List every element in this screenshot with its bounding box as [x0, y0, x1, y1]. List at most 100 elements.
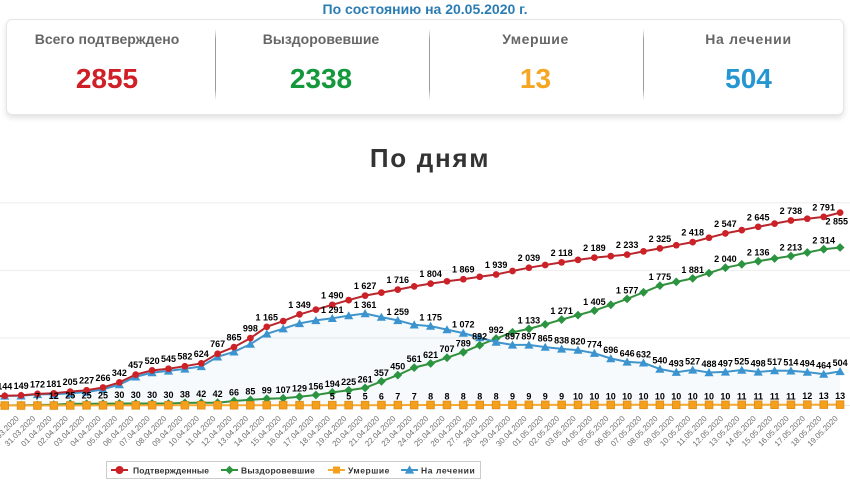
svg-text:1 490: 1 490	[321, 290, 344, 300]
svg-text:9: 9	[510, 391, 515, 401]
svg-text:2 547: 2 547	[714, 219, 737, 229]
svg-text:357: 357	[374, 368, 389, 378]
svg-text:11: 11	[737, 391, 747, 401]
svg-text:1 881: 1 881	[681, 265, 704, 275]
svg-text:1 271: 1 271	[550, 306, 573, 316]
svg-text:540: 540	[652, 356, 667, 366]
svg-text:767: 767	[210, 339, 225, 349]
svg-text:1 349: 1 349	[288, 300, 311, 310]
svg-text:1 072: 1 072	[452, 320, 475, 330]
svg-text:632: 632	[636, 349, 651, 359]
svg-text:838: 838	[554, 335, 569, 345]
svg-text:527: 527	[685, 356, 700, 366]
svg-text:992: 992	[489, 325, 504, 335]
svg-text:266: 266	[95, 373, 110, 383]
svg-text:42: 42	[213, 389, 223, 399]
svg-text:25: 25	[98, 390, 108, 400]
svg-text:30: 30	[147, 390, 157, 400]
svg-text:1 627: 1 627	[354, 281, 377, 291]
svg-text:42: 42	[196, 389, 206, 399]
svg-text:8: 8	[494, 392, 499, 402]
svg-text:707: 707	[439, 344, 454, 354]
svg-text:66: 66	[229, 388, 239, 398]
svg-text:227: 227	[79, 376, 94, 386]
svg-text:5: 5	[330, 392, 335, 402]
svg-text:7: 7	[35, 392, 40, 402]
svg-text:5: 5	[363, 392, 368, 402]
svg-text:2 418: 2 418	[681, 228, 704, 238]
svg-text:25: 25	[65, 390, 75, 400]
svg-text:149: 149	[14, 381, 29, 391]
svg-text:774: 774	[587, 340, 602, 350]
svg-text:2 040: 2 040	[714, 254, 737, 264]
svg-text:514: 514	[783, 357, 798, 367]
svg-text:107: 107	[276, 385, 291, 395]
svg-text:2 325: 2 325	[649, 234, 672, 244]
svg-text:892: 892	[472, 332, 487, 342]
svg-text:493: 493	[669, 359, 684, 369]
svg-text:520: 520	[145, 356, 160, 366]
svg-text:2 136: 2 136	[747, 248, 770, 258]
svg-text:494: 494	[800, 359, 815, 369]
svg-text:13: 13	[835, 391, 845, 401]
svg-text:10: 10	[655, 391, 665, 401]
svg-text:2 189: 2 189	[583, 243, 606, 253]
svg-text:1 291: 1 291	[321, 305, 344, 315]
svg-text:Умершие: Умершие	[348, 466, 390, 476]
svg-text:497: 497	[718, 358, 733, 368]
svg-text:2 645: 2 645	[747, 212, 770, 222]
svg-text:865: 865	[538, 334, 553, 344]
svg-text:1 165: 1 165	[256, 312, 279, 322]
svg-text:11: 11	[753, 391, 763, 401]
svg-text:1 405: 1 405	[583, 297, 606, 307]
svg-text:8: 8	[444, 392, 449, 402]
svg-text:10: 10	[704, 391, 714, 401]
svg-text:10: 10	[671, 391, 681, 401]
svg-text:1 716: 1 716	[387, 275, 410, 285]
svg-text:181: 181	[46, 379, 61, 389]
svg-text:5: 5	[346, 392, 351, 402]
svg-text:11: 11	[770, 391, 780, 401]
svg-text:85: 85	[245, 386, 255, 396]
svg-text:2 855: 2 855	[825, 217, 848, 227]
svg-text:2 791: 2 791	[812, 202, 835, 212]
svg-text:696: 696	[603, 345, 618, 355]
svg-text:205: 205	[63, 377, 78, 387]
svg-text:10: 10	[573, 391, 583, 401]
svg-text:194: 194	[325, 379, 340, 389]
svg-text:2 314: 2 314	[812, 236, 835, 246]
svg-text:1 175: 1 175	[419, 313, 442, 323]
svg-text:129: 129	[292, 383, 307, 393]
svg-text:2 039: 2 039	[518, 253, 541, 263]
svg-text:25: 25	[82, 390, 92, 400]
svg-text:38: 38	[180, 389, 190, 399]
svg-text:820: 820	[570, 337, 585, 347]
svg-text:12: 12	[802, 391, 812, 401]
svg-text:621: 621	[423, 350, 438, 360]
svg-text:30: 30	[131, 390, 141, 400]
svg-text:156: 156	[308, 382, 323, 392]
svg-text:1 577: 1 577	[616, 285, 639, 295]
svg-text:342: 342	[112, 368, 127, 378]
svg-text:7: 7	[412, 392, 417, 402]
svg-text:8: 8	[477, 392, 482, 402]
svg-text:10: 10	[622, 391, 632, 401]
svg-text:561: 561	[407, 354, 422, 364]
svg-text:1 361: 1 361	[354, 300, 377, 310]
svg-text:9: 9	[543, 391, 548, 401]
svg-text:789: 789	[456, 339, 471, 349]
svg-text:1 939: 1 939	[485, 260, 508, 270]
svg-text:225: 225	[341, 377, 356, 387]
svg-text:1 259: 1 259	[387, 307, 410, 317]
svg-text:11: 11	[786, 391, 796, 401]
svg-text:582: 582	[177, 352, 192, 362]
svg-text:517: 517	[767, 357, 782, 367]
svg-text:10: 10	[638, 391, 648, 401]
svg-text:261: 261	[358, 374, 373, 384]
svg-text:488: 488	[701, 359, 716, 369]
svg-text:624: 624	[194, 349, 209, 359]
svg-text:1 775: 1 775	[649, 272, 672, 282]
svg-text:8: 8	[461, 392, 466, 402]
svg-text:12: 12	[49, 391, 59, 401]
svg-text:10: 10	[720, 391, 730, 401]
